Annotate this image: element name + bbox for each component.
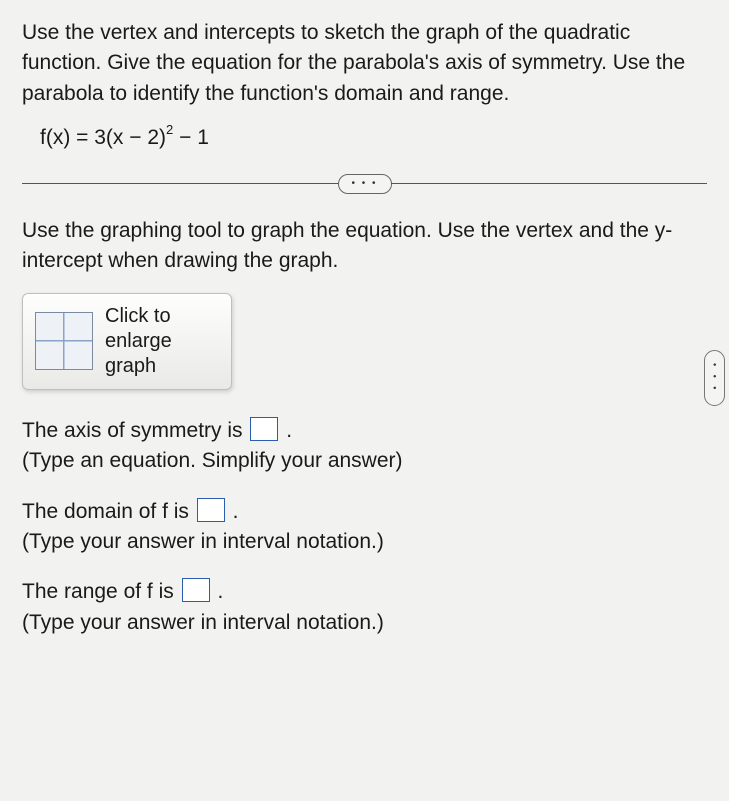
graph-instruction: Use the graphing tool to graph the equat… [22,216,707,277]
divider-line-right [391,183,708,184]
axis-text-pre: The axis of symmetry is [22,419,248,442]
graph-label-line2: enlarge [105,330,172,352]
formula: f(x) = 3(x − 2)2 − 1 [40,123,707,153]
domain-question: The domain of f is . (Type your answer i… [22,497,707,558]
enlarge-graph-button[interactable]: Click to enlarge graph [22,293,232,390]
range-hint: (Type your answer in interval notation.) [22,608,707,638]
formula-suffix: − 1 [173,126,209,149]
axis-question: The axis of symmetry is . (Type an equat… [22,416,707,477]
range-answer-input[interactable] [182,578,210,602]
enlarge-graph-label: Click to enlarge graph [105,304,172,379]
axis-hint: (Type an equation. Simplify your answer) [22,446,707,476]
graph-label-line3: graph [105,355,156,377]
divider-line-left [22,183,339,184]
domain-text-post: . [233,500,239,523]
problem-statement: Use the vertex and intercepts to sketch … [22,18,707,109]
section-divider: • • • [22,174,707,194]
range-question: The range of f is . (Type your answer in… [22,577,707,638]
domain-hint: (Type your answer in interval notation.) [22,527,707,557]
domain-answer-input[interactable] [197,498,225,522]
formula-prefix: f(x) = 3(x − 2) [40,126,166,149]
ellipsis-pill[interactable]: • • • [338,174,392,194]
domain-text-pre: The domain of f is [22,500,195,523]
side-ellipsis-pill[interactable]: • • • [704,350,725,406]
range-text-post: . [217,580,223,603]
axis-text-post: . [286,419,292,442]
axis-answer-input[interactable] [250,417,278,441]
range-text-pre: The range of f is [22,580,180,603]
formula-exponent: 2 [166,122,173,137]
graph-label-line1: Click to [105,305,171,327]
graph-thumbnail-icon [35,312,93,370]
